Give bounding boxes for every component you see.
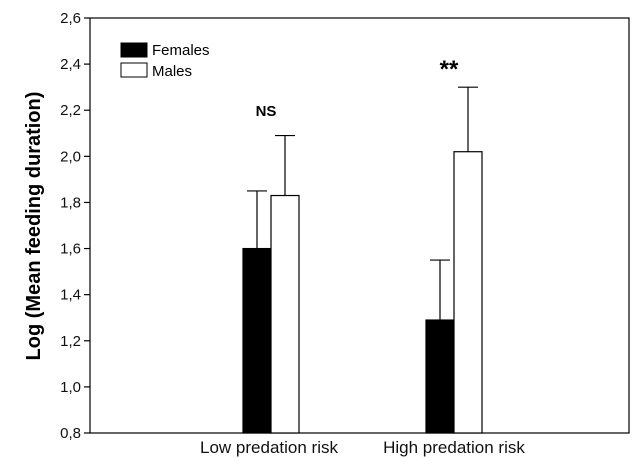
legend: Females Males	[120, 42, 210, 80]
y-tick-label: 0,8	[60, 425, 81, 442]
annotation-significance: **	[440, 56, 459, 83]
y-tick-label: 1,8	[60, 194, 81, 211]
category-labels: Low predation risk High predation risk	[200, 438, 525, 457]
category-label: Low predation risk	[200, 438, 338, 457]
legend-swatch-females	[120, 42, 148, 58]
y-tick-label: 2,6	[60, 10, 81, 27]
y-tick-label: 1,6	[60, 241, 81, 258]
y-tick-label: 1,0	[60, 379, 81, 396]
plot-frame	[89, 17, 630, 434]
bars	[242, 151, 483, 434]
y-axis-label: Log (Mean feeding duration)	[23, 92, 45, 361]
annotation-ns: NS	[256, 103, 277, 120]
y-tick-label: 1,2	[60, 333, 81, 350]
bar-females-1	[425, 319, 455, 434]
bar-males-1	[453, 151, 483, 434]
legend-label-females: Females	[152, 42, 210, 59]
y-axis-ticks: 0,8 1,0 1,2 1,4 1,6 1,8 2,0 2,2 2,4 2,6	[60, 10, 90, 442]
y-tick-label: 2,0	[60, 148, 81, 165]
legend-label-males: Males	[152, 63, 192, 80]
bar-females-0	[242, 247, 272, 434]
y-tick-label: 2,2	[60, 102, 81, 119]
y-tick-label: 2,4	[60, 56, 81, 73]
bar-males-0	[270, 194, 300, 434]
legend-swatch-males	[120, 62, 148, 78]
error-bars	[247, 86, 478, 321]
y-tick-label: 1,4	[60, 287, 81, 304]
category-label: High predation risk	[383, 438, 525, 457]
